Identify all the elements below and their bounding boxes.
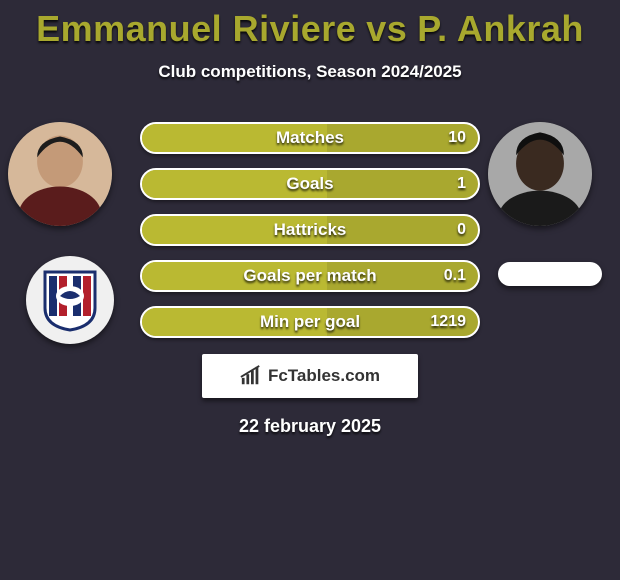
- snapshot-date: 22 february 2025: [0, 416, 620, 437]
- player1-avatar: [8, 122, 112, 226]
- stat-value-right: 0.1: [444, 267, 466, 285]
- stat-label: Goals: [286, 174, 333, 194]
- stat-bars: Matches 10 Goals 1 Hattricks 0 Goals per match…: [140, 122, 480, 338]
- stat-bar-row: Min per goal 1219: [140, 306, 480, 338]
- fctables-watermark: FcTables.com: [202, 354, 418, 398]
- stat-value-right: 10: [448, 129, 466, 147]
- stat-bar-row: Matches 10: [140, 122, 480, 154]
- player2-club-badge: [498, 262, 602, 286]
- vs-separator: vs: [366, 8, 407, 50]
- player2-name: P. Ankrah: [417, 8, 584, 50]
- player2-avatar: [488, 122, 592, 226]
- stat-value-right: 1: [457, 175, 466, 193]
- chart-icon: [240, 365, 262, 387]
- player1-name: Emmanuel Riviere: [36, 8, 356, 50]
- subtitle: Club competitions, Season 2024/2025: [0, 62, 620, 82]
- stat-value-right: 1219: [430, 313, 466, 331]
- stat-label: Min per goal: [260, 312, 360, 332]
- stat-bar-row: Goals per match 0.1: [140, 260, 480, 292]
- comparison-title: Emmanuel Riviere vs P. Ankrah: [0, 0, 620, 50]
- stat-bar-row: Hattricks 0: [140, 214, 480, 246]
- stat-bar-row: Goals 1: [140, 168, 480, 200]
- fctables-text: FcTables.com: [268, 366, 380, 386]
- stat-label: Matches: [276, 128, 344, 148]
- stat-label: Goals per match: [243, 266, 376, 286]
- stat-value-right: 0: [457, 221, 466, 239]
- player1-club-badge: [26, 256, 114, 344]
- content-area: Matches 10 Goals 1 Hattricks 0 Goals per match…: [0, 122, 620, 437]
- stat-label: Hattricks: [274, 220, 347, 240]
